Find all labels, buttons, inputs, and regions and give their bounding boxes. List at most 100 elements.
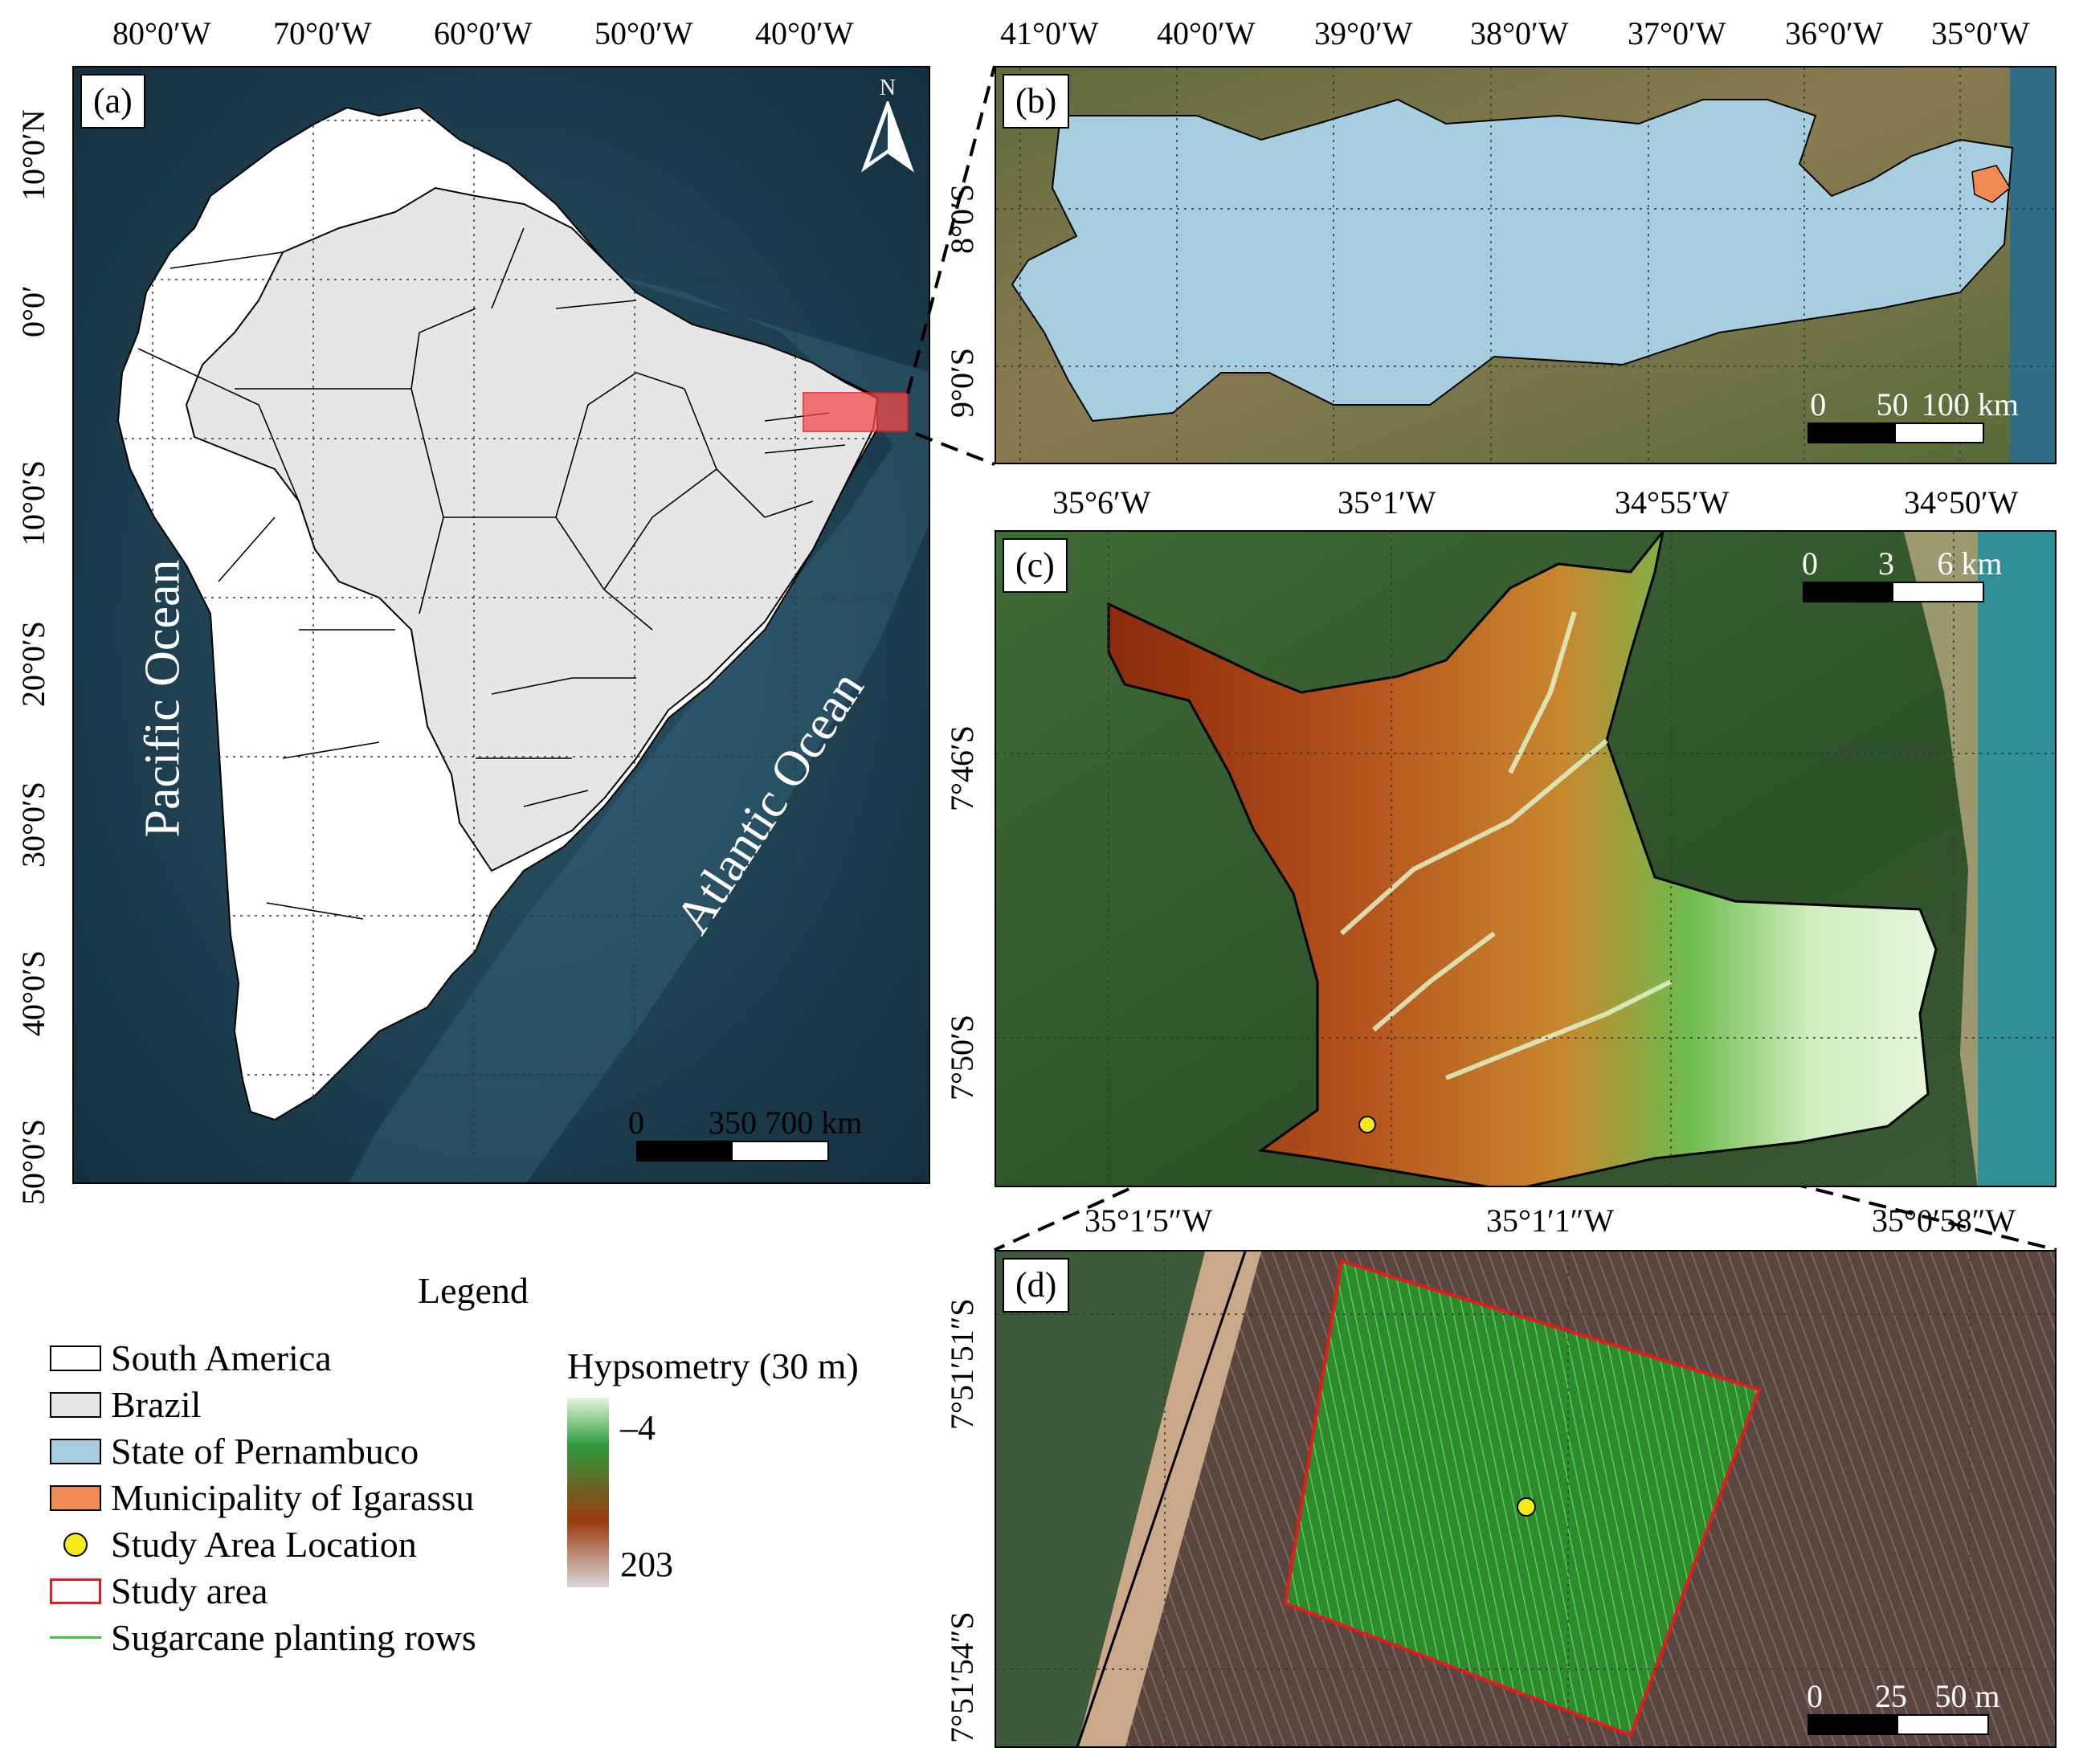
scale-label: 0 bbox=[1807, 1678, 1824, 1714]
panel-c-label: (c) bbox=[1003, 538, 1068, 593]
field-edge-line bbox=[1076, 1252, 1247, 1746]
panel-a-south-america-map: (a) N Pacific Ocean Atlantic Ocean 0 350… bbox=[72, 66, 930, 1184]
legend-item-brazil: Brazil bbox=[50, 1383, 201, 1426]
hypsometry-min-label: –4 bbox=[620, 1408, 656, 1448]
x-tick: 35°1′1″W bbox=[1486, 1203, 1615, 1239]
panel-d-study-area-map: (d) 0 25 50 m bbox=[995, 1250, 2057, 1748]
scale-bar-c: 0 3 6 km bbox=[1802, 545, 2002, 602]
study-area-location bbox=[1358, 1116, 1376, 1133]
legend-label: Study Area Location bbox=[111, 1524, 417, 1565]
scale-label: 3 bbox=[1877, 545, 1894, 582]
hypsometry-map bbox=[996, 532, 2055, 1186]
x-tick: 36°0′W bbox=[1785, 15, 1884, 51]
scale-label: 700 km bbox=[765, 1105, 863, 1141]
legend-swatch bbox=[50, 1578, 101, 1604]
x-tick: 60°0′W bbox=[434, 15, 533, 51]
x-tick: 35°1′5″W bbox=[1084, 1203, 1213, 1239]
x-tick: 39°0′W bbox=[1314, 15, 1413, 51]
continental-shelf bbox=[349, 260, 929, 1182]
scale-bar-b: 0 50 100 km bbox=[1807, 386, 2019, 443]
x-tick: 41°0′W bbox=[1000, 15, 1099, 51]
hypsometry-max-label: 203 bbox=[620, 1545, 673, 1584]
legend-label: Sugarcane planting rows bbox=[111, 1617, 476, 1658]
scale-label: 0 bbox=[628, 1105, 644, 1141]
scale-label: 0 bbox=[1802, 545, 1819, 582]
legend-swatch bbox=[50, 1484, 101, 1511]
dirt-road bbox=[1077, 1252, 1261, 1746]
panel-a-label: (a) bbox=[80, 74, 145, 129]
legend-label: Study area bbox=[111, 1570, 268, 1611]
legend-label: Brazil bbox=[111, 1384, 202, 1425]
graticule bbox=[996, 532, 2055, 1186]
x-tick: 50°0′W bbox=[594, 15, 693, 51]
state-borders bbox=[137, 227, 846, 920]
scale-label: 6 km bbox=[1937, 545, 2003, 582]
legend-item-pernambuco: State of Pernambuco bbox=[50, 1430, 419, 1472]
hypsometry-color-ramp bbox=[567, 1398, 609, 1587]
ocean bbox=[1978, 532, 2055, 1186]
y-tick: 7°51′54″S bbox=[944, 1611, 980, 1743]
hypsometry-title: Hypsometry (30 m) bbox=[567, 1345, 859, 1386]
y-tick: 7°51′51″S bbox=[944, 1298, 980, 1430]
x-tick: 37°0′W bbox=[1628, 15, 1726, 51]
x-tick: 35°0′58″W bbox=[1872, 1203, 2016, 1239]
legend-item-study-area: Study area bbox=[50, 1570, 268, 1612]
panel-c-igarassu-hypsometry-map: (c) 0 3 6 km bbox=[995, 530, 2057, 1187]
south-america-map bbox=[74, 67, 929, 1182]
municipality-of-igarassu bbox=[1971, 165, 2011, 203]
ocean bbox=[2010, 67, 2055, 463]
graticule bbox=[996, 67, 2055, 463]
legend-swatch bbox=[50, 1391, 101, 1418]
scale-label: 100 km bbox=[1921, 386, 2019, 423]
panel-b-label: (b) bbox=[1003, 74, 1070, 129]
panel-d-label: (d) bbox=[1003, 1258, 1070, 1313]
north-label: N bbox=[879, 76, 897, 100]
pernambuco-highlight bbox=[803, 392, 909, 432]
x-tick: 38°0′W bbox=[1470, 15, 1569, 51]
legend-line-icon bbox=[50, 1636, 101, 1639]
x-tick: 80°0′W bbox=[112, 15, 211, 51]
y-tick: 9°0′S bbox=[944, 348, 980, 418]
y-tick: 7°46′S bbox=[944, 725, 980, 811]
legend-swatch bbox=[50, 1345, 101, 1371]
legend-label: State of Pernambuco bbox=[111, 1431, 419, 1472]
river-valleys bbox=[1340, 611, 1673, 1080]
scale-label: 0 bbox=[1810, 386, 1827, 423]
north-arrow: N bbox=[860, 76, 916, 173]
legend-label: South America bbox=[111, 1337, 332, 1378]
x-tick: 40°0′W bbox=[755, 15, 854, 51]
panel-b-pernambuco-map: (b) 0 50 100 km bbox=[995, 66, 2057, 464]
scale-label: 50 m bbox=[1934, 1678, 2000, 1714]
scale-bar-d: 0 25 50 m bbox=[1807, 1677, 1999, 1735]
legend-item-south-america: South America bbox=[50, 1337, 332, 1379]
legend-dot-icon bbox=[50, 1532, 101, 1557]
y-tick: 8°0′S bbox=[944, 184, 980, 254]
x-tick: 35°1′W bbox=[1338, 484, 1436, 521]
pernambuco-map bbox=[996, 67, 2055, 463]
legend-title: Legend bbox=[418, 1270, 529, 1311]
legend-item-study-area-location: Study Area Location bbox=[50, 1523, 417, 1566]
scale-label: 350 bbox=[709, 1105, 757, 1141]
brazil bbox=[185, 186, 879, 872]
state-of-pernambuco bbox=[1011, 98, 2014, 423]
x-tick: 35°6′W bbox=[1052, 484, 1151, 521]
x-tick: 70°0′W bbox=[273, 15, 372, 51]
legend-item-sugarcane-rows: Sugarcane planting rows bbox=[50, 1616, 476, 1659]
x-tick: 35°0′W bbox=[1931, 15, 2030, 51]
legend-swatch bbox=[50, 1438, 101, 1464]
scale-label: 25 bbox=[1874, 1678, 1907, 1714]
north-arrow-icon bbox=[860, 101, 915, 173]
legend-item-igarassu: Municipality of Igarassu bbox=[50, 1476, 474, 1519]
municipality-of-igarassu-hypsometry bbox=[1107, 532, 1938, 1186]
x-tick: 34°55′W bbox=[1615, 484, 1730, 521]
y-tick: 7°50′S bbox=[944, 1015, 980, 1100]
x-tick: 40°0′W bbox=[1157, 15, 1256, 51]
x-tick: 34°50′W bbox=[1904, 484, 2019, 521]
vegetation-strip bbox=[996, 1252, 1205, 1746]
graticule bbox=[74, 67, 929, 1182]
study-area-location bbox=[1517, 1497, 1536, 1517]
legend-label: Municipality of Igarassu bbox=[111, 1477, 475, 1518]
study-area-sugarcane-rows bbox=[1283, 1259, 1762, 1737]
coastal-strip bbox=[1904, 532, 1978, 1186]
scale-bar-a: 0 350 700 km bbox=[628, 1104, 862, 1162]
